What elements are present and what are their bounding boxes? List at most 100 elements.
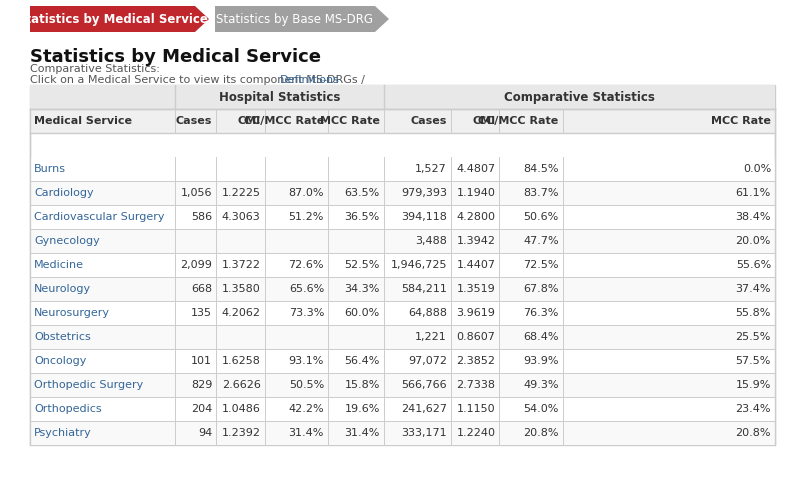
Text: Medical Service: Medical Service	[34, 116, 132, 126]
FancyBboxPatch shape	[30, 85, 775, 109]
FancyBboxPatch shape	[30, 253, 775, 277]
Text: 1.1150: 1.1150	[457, 404, 495, 414]
Text: 2.3852: 2.3852	[456, 356, 495, 366]
Text: 1.0486: 1.0486	[222, 404, 261, 414]
FancyBboxPatch shape	[215, 6, 375, 32]
Text: 135: 135	[191, 308, 212, 318]
Text: 64,888: 64,888	[408, 308, 447, 318]
Text: CMI: CMI	[472, 116, 495, 126]
Text: 76.3%: 76.3%	[523, 308, 558, 318]
Text: 4.2800: 4.2800	[456, 212, 495, 222]
Text: Hospital Statistics: Hospital Statistics	[219, 90, 340, 104]
Text: 19.6%: 19.6%	[345, 404, 380, 414]
Text: Comparative Statistics: Comparative Statistics	[504, 90, 655, 104]
Text: 47.7%: 47.7%	[523, 236, 558, 246]
Text: 1.4407: 1.4407	[456, 260, 495, 270]
Text: 73.3%: 73.3%	[289, 308, 324, 318]
Text: Statistics by Medical Service: Statistics by Medical Service	[17, 12, 208, 26]
Text: 333,171: 333,171	[402, 428, 447, 438]
Text: 42.2%: 42.2%	[288, 404, 324, 414]
Text: 1,527: 1,527	[415, 164, 447, 174]
Text: Medicine: Medicine	[34, 260, 84, 270]
Text: 1.3722: 1.3722	[222, 260, 261, 270]
FancyBboxPatch shape	[30, 205, 775, 229]
Text: 72.6%: 72.6%	[289, 260, 324, 270]
Text: 31.4%: 31.4%	[289, 428, 324, 438]
Text: 4.4807: 4.4807	[456, 164, 495, 174]
Text: 25.5%: 25.5%	[736, 332, 771, 342]
Polygon shape	[375, 6, 389, 32]
Text: 1.1940: 1.1940	[457, 188, 495, 198]
Text: 584,211: 584,211	[401, 284, 447, 294]
Text: 65.6%: 65.6%	[289, 284, 324, 294]
Text: Neurosurgery: Neurosurgery	[34, 308, 110, 318]
Text: Obstetrics: Obstetrics	[34, 332, 90, 342]
Text: 3,488: 3,488	[415, 236, 447, 246]
Text: Psychiatry: Psychiatry	[34, 428, 92, 438]
FancyBboxPatch shape	[30, 397, 775, 421]
Text: 56.4%: 56.4%	[345, 356, 380, 366]
Text: 67.8%: 67.8%	[523, 284, 558, 294]
FancyBboxPatch shape	[30, 349, 775, 373]
FancyBboxPatch shape	[30, 181, 775, 205]
Text: 1.2392: 1.2392	[222, 428, 261, 438]
Text: 1.3519: 1.3519	[457, 284, 495, 294]
Polygon shape	[195, 6, 209, 32]
Text: 50.5%: 50.5%	[289, 380, 324, 390]
Text: Orthopedics: Orthopedics	[34, 404, 102, 414]
Text: 15.8%: 15.8%	[345, 380, 380, 390]
Text: Neurology: Neurology	[34, 284, 91, 294]
Text: Cardiovascular Surgery: Cardiovascular Surgery	[34, 212, 165, 222]
Text: 51.2%: 51.2%	[289, 212, 324, 222]
Text: 0.8607: 0.8607	[457, 332, 495, 342]
Text: 586: 586	[191, 212, 212, 222]
Text: Definitions: Definitions	[280, 75, 340, 85]
Text: 15.9%: 15.9%	[736, 380, 771, 390]
FancyBboxPatch shape	[30, 301, 775, 325]
Text: 55.6%: 55.6%	[736, 260, 771, 270]
Text: 20.8%: 20.8%	[523, 428, 558, 438]
Text: 84.5%: 84.5%	[523, 164, 558, 174]
Text: MCC Rate: MCC Rate	[711, 116, 771, 126]
Text: 241,627: 241,627	[401, 404, 447, 414]
Text: CC/MCC Rate: CC/MCC Rate	[478, 116, 558, 126]
Text: 54.0%: 54.0%	[523, 404, 558, 414]
Text: 61.1%: 61.1%	[736, 188, 771, 198]
Text: 1.3580: 1.3580	[222, 284, 261, 294]
Text: 72.5%: 72.5%	[523, 260, 558, 270]
Text: 34.3%: 34.3%	[345, 284, 380, 294]
Text: 829: 829	[191, 380, 212, 390]
Text: 83.7%: 83.7%	[523, 188, 558, 198]
Text: Statistics by Base MS-DRG: Statistics by Base MS-DRG	[217, 12, 374, 26]
Text: 566,766: 566,766	[402, 380, 447, 390]
Text: Gynecology: Gynecology	[34, 236, 100, 246]
Text: 50.6%: 50.6%	[523, 212, 558, 222]
Text: 0.0%: 0.0%	[742, 164, 771, 174]
Text: Orthopedic Surgery: Orthopedic Surgery	[34, 380, 143, 390]
FancyBboxPatch shape	[30, 229, 775, 253]
Text: 204: 204	[191, 404, 212, 414]
Text: CMI: CMI	[238, 116, 261, 126]
FancyBboxPatch shape	[30, 421, 775, 445]
Text: 93.1%: 93.1%	[289, 356, 324, 366]
Text: 2,099: 2,099	[180, 260, 212, 270]
Text: 979,393: 979,393	[401, 188, 447, 198]
Text: Click on a Medical Service to view its component MS-DRGs /: Click on a Medical Service to view its c…	[30, 75, 368, 85]
Text: 87.0%: 87.0%	[289, 188, 324, 198]
Text: 1.2225: 1.2225	[222, 188, 261, 198]
Text: CC/MCC Rate: CC/MCC Rate	[244, 116, 324, 126]
Text: 20.8%: 20.8%	[735, 428, 771, 438]
Text: 668: 668	[191, 284, 212, 294]
FancyBboxPatch shape	[30, 6, 195, 32]
Text: 2.7338: 2.7338	[456, 380, 495, 390]
Text: MCC Rate: MCC Rate	[320, 116, 380, 126]
FancyBboxPatch shape	[30, 109, 775, 133]
Text: 38.4%: 38.4%	[735, 212, 771, 222]
Text: 1.6258: 1.6258	[222, 356, 261, 366]
Text: 57.5%: 57.5%	[736, 356, 771, 366]
Text: 37.4%: 37.4%	[735, 284, 771, 294]
Text: 4.2062: 4.2062	[222, 308, 261, 318]
FancyBboxPatch shape	[30, 277, 775, 301]
Text: 2.6626: 2.6626	[222, 380, 261, 390]
Text: 1,056: 1,056	[181, 188, 212, 198]
